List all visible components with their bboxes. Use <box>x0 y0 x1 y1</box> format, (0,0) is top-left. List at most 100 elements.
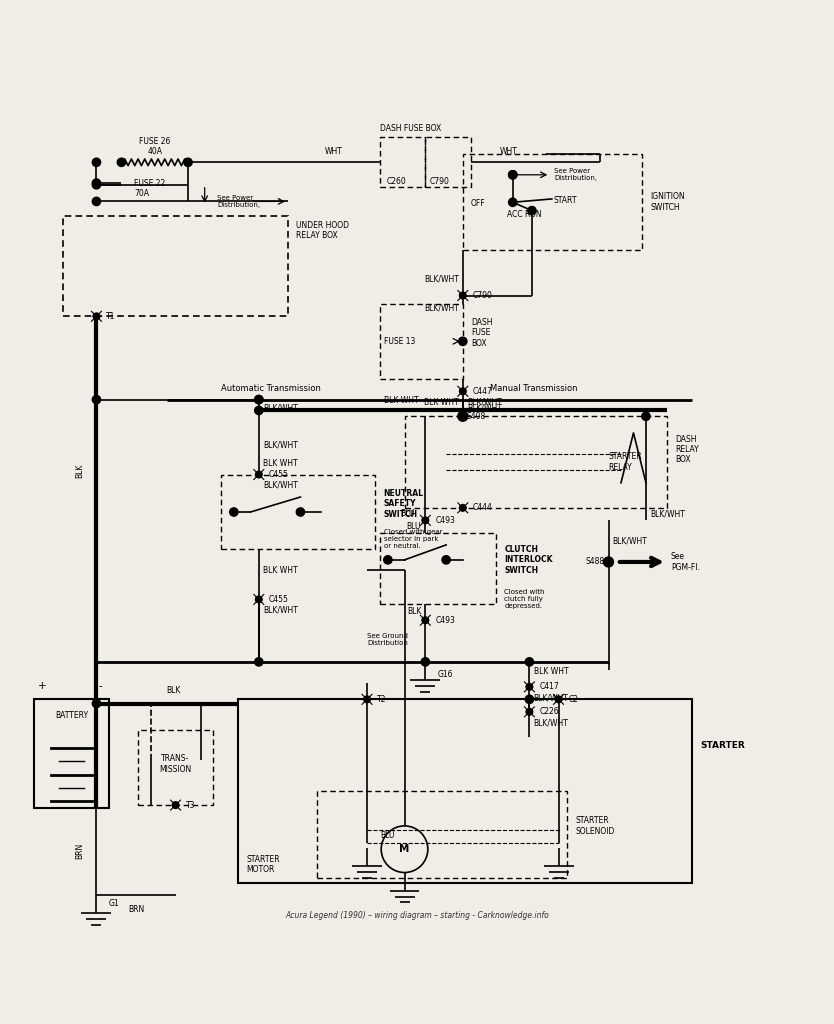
Text: WHT: WHT <box>324 146 343 156</box>
Circle shape <box>93 179 101 187</box>
Circle shape <box>459 337 467 345</box>
Circle shape <box>93 313 100 319</box>
Bar <box>138 730 213 805</box>
Text: +: + <box>38 681 47 691</box>
Text: C493: C493 <box>435 516 455 525</box>
Text: BLK: BLK <box>407 607 421 616</box>
Text: G1: G1 <box>109 899 119 908</box>
Text: C444: C444 <box>473 504 493 512</box>
Circle shape <box>509 171 517 179</box>
Bar <box>379 532 496 603</box>
Circle shape <box>254 657 263 666</box>
Text: BLK/WHT: BLK/WHT <box>651 509 685 518</box>
Circle shape <box>525 695 534 703</box>
Text: STARTER
MOTOR: STARTER MOTOR <box>246 855 280 874</box>
Text: NEUTRAL
SAFETY
SWITCH: NEUTRAL SAFETY SWITCH <box>384 488 424 518</box>
Text: Automatic Transmission: Automatic Transmission <box>221 384 321 393</box>
Circle shape <box>460 292 466 299</box>
Text: BLK WHT: BLK WHT <box>263 459 298 468</box>
Text: 70A: 70A <box>134 188 149 198</box>
Text: Manual Transmission: Manual Transmission <box>490 384 577 393</box>
Circle shape <box>509 171 517 179</box>
Text: BLK/WHT: BLK/WHT <box>263 403 298 413</box>
Circle shape <box>93 180 101 189</box>
Circle shape <box>509 198 517 207</box>
Text: C790: C790 <box>430 176 450 185</box>
Text: FUSE 26: FUSE 26 <box>139 137 170 146</box>
Text: BLK/WHT: BLK/WHT <box>263 605 298 614</box>
Circle shape <box>528 207 536 215</box>
Circle shape <box>254 395 263 403</box>
Text: BLK/WHT: BLK/WHT <box>534 719 569 727</box>
Circle shape <box>421 657 430 666</box>
Circle shape <box>364 696 370 702</box>
Text: TRANS-
MISSION: TRANS- MISSION <box>159 754 192 773</box>
Circle shape <box>555 696 562 702</box>
Text: C447: C447 <box>473 387 493 395</box>
Circle shape <box>526 709 533 715</box>
Circle shape <box>229 508 238 516</box>
Text: S408: S408 <box>467 412 486 421</box>
Bar <box>379 304 463 379</box>
Text: STARTER
RELAY: STARTER RELAY <box>609 453 642 472</box>
Circle shape <box>460 388 466 394</box>
Circle shape <box>255 471 262 478</box>
Circle shape <box>118 158 126 167</box>
Bar <box>425 137 471 187</box>
Bar <box>379 137 425 187</box>
Text: C493: C493 <box>435 615 455 625</box>
Text: UNDER HOOD
RELAY BOX: UNDER HOOD RELAY BOX <box>296 220 349 240</box>
Text: BLU: BLU <box>407 522 421 531</box>
Text: BLK WHT: BLK WHT <box>534 668 568 677</box>
Circle shape <box>422 517 429 523</box>
Text: STARTER: STARTER <box>700 740 745 750</box>
Text: Acura Legend (1990) – wiring diagram – starting - Carknowledge.info: Acura Legend (1990) – wiring diagram – s… <box>285 911 549 920</box>
Text: C2: C2 <box>569 695 579 703</box>
Text: 40A: 40A <box>148 147 163 156</box>
Text: C455: C455 <box>269 595 289 604</box>
Text: START: START <box>554 197 577 205</box>
Text: BLK/WHT: BLK/WHT <box>424 274 459 284</box>
Text: FUSE 13: FUSE 13 <box>384 337 415 346</box>
Text: BATTERY: BATTERY <box>55 711 88 720</box>
Text: FUSE 22: FUSE 22 <box>134 178 165 187</box>
Circle shape <box>254 395 263 403</box>
Text: BLK/WHT: BLK/WHT <box>263 441 298 450</box>
Circle shape <box>442 556 450 564</box>
Circle shape <box>93 699 101 708</box>
Text: BLU: BLU <box>400 509 414 518</box>
Text: See Power
Distribution,: See Power Distribution, <box>217 195 260 208</box>
Circle shape <box>255 596 262 603</box>
Text: BLK/WHT: BLK/WHT <box>263 480 298 489</box>
Text: Closed with gear
selector in park
or neutral.: Closed with gear selector in park or neu… <box>384 528 442 549</box>
Text: BLK/WHT: BLK/WHT <box>467 403 502 413</box>
Bar <box>63 216 288 316</box>
Text: BLK: BLK <box>166 686 181 695</box>
Bar <box>238 699 691 883</box>
Circle shape <box>384 556 392 564</box>
Text: S488: S488 <box>585 557 605 566</box>
Circle shape <box>642 412 651 421</box>
Text: BLK WHT: BLK WHT <box>384 396 419 406</box>
Bar <box>34 699 109 808</box>
Circle shape <box>93 198 101 206</box>
Text: STARTER
SOLENOID: STARTER SOLENOID <box>575 816 615 836</box>
Text: See Ground
Distribution: See Ground Distribution <box>368 633 409 646</box>
Circle shape <box>525 657 534 666</box>
Text: BLK/WHT: BLK/WHT <box>467 397 502 407</box>
Circle shape <box>458 412 468 421</box>
Text: M: M <box>399 844 409 854</box>
Text: C455: C455 <box>269 470 289 479</box>
Text: CLUTCH
INTERLOCK
SWITCH: CLUTCH INTERLOCK SWITCH <box>505 545 553 574</box>
Bar <box>317 791 567 879</box>
Text: C417: C417 <box>540 682 559 691</box>
Text: BLK WHT: BLK WHT <box>424 398 459 407</box>
Text: C260: C260 <box>386 176 406 185</box>
Text: DASH
FUSE
BOX: DASH FUSE BOX <box>471 318 493 348</box>
Text: BLK/WHT: BLK/WHT <box>613 537 647 546</box>
Circle shape <box>422 616 429 624</box>
Text: See
PGM-FI.: See PGM-FI. <box>671 552 700 571</box>
Text: IGNITION
SWITCH: IGNITION SWITCH <box>651 193 685 212</box>
Circle shape <box>93 395 101 403</box>
Text: BLK/WHT: BLK/WHT <box>534 693 569 702</box>
